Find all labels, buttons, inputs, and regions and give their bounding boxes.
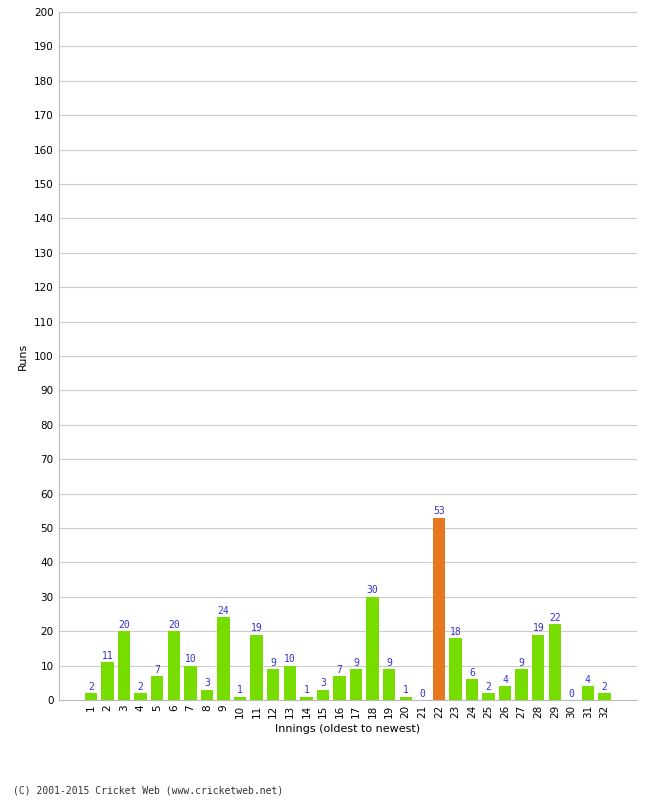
X-axis label: Innings (oldest to newest): Innings (oldest to newest) [275,724,421,734]
Bar [333,676,346,700]
Text: 3: 3 [320,678,326,688]
Text: 7: 7 [154,665,160,674]
Text: 9: 9 [519,658,525,668]
Text: 4: 4 [502,675,508,685]
Text: 24: 24 [218,606,229,616]
Bar [383,669,395,700]
Text: 20: 20 [168,620,179,630]
Bar [217,618,229,700]
Bar [482,693,495,700]
Bar [350,669,362,700]
Text: 0: 0 [569,689,575,698]
Text: 2: 2 [138,682,144,692]
Text: 9: 9 [353,658,359,668]
Text: (C) 2001-2015 Cricket Web (www.cricketweb.net): (C) 2001-2015 Cricket Web (www.cricketwe… [13,786,283,795]
Bar [499,686,512,700]
Text: 11: 11 [101,650,114,661]
Bar [532,634,545,700]
Bar [168,631,180,700]
Text: 3: 3 [204,678,210,688]
Bar [582,686,594,700]
Text: 7: 7 [337,665,343,674]
Bar [135,693,147,700]
Bar [515,669,528,700]
Text: 9: 9 [386,658,392,668]
Bar [400,697,412,700]
Text: 1: 1 [403,685,409,695]
Text: 1: 1 [237,685,243,695]
Bar [433,518,445,700]
Bar [118,631,131,700]
Text: 2: 2 [601,682,608,692]
Text: 19: 19 [532,623,544,634]
Bar [300,697,313,700]
Bar [234,697,246,700]
Bar [367,597,379,700]
Text: 10: 10 [185,654,196,664]
Bar [317,690,329,700]
Text: 2: 2 [486,682,491,692]
Bar [598,693,611,700]
Bar [283,666,296,700]
Text: 20: 20 [118,620,130,630]
Text: 19: 19 [251,623,263,634]
Bar [201,690,213,700]
Text: 1: 1 [304,685,309,695]
Text: 22: 22 [549,613,561,623]
Bar [466,679,478,700]
Bar [449,638,462,700]
Bar [84,693,98,700]
Bar [267,669,280,700]
Text: 18: 18 [450,626,461,637]
Bar [549,624,561,700]
Text: 2: 2 [88,682,94,692]
Text: 6: 6 [469,668,475,678]
Text: 10: 10 [284,654,296,664]
Text: 30: 30 [367,586,378,595]
Text: 4: 4 [585,675,591,685]
Bar [151,676,163,700]
Bar [101,662,114,700]
Text: 0: 0 [419,689,425,698]
Y-axis label: Runs: Runs [18,342,29,370]
Text: 53: 53 [433,506,445,516]
Text: 9: 9 [270,658,276,668]
Bar [184,666,196,700]
Bar [250,634,263,700]
